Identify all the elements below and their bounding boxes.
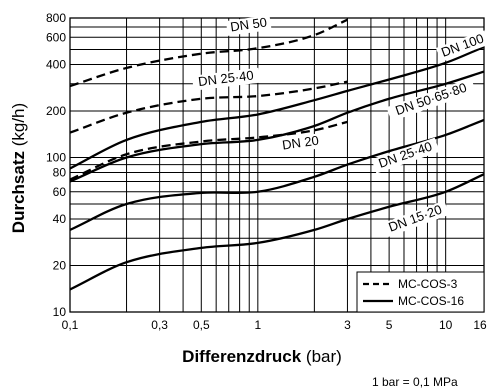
curve-label: DN 50·65·80 [393, 80, 468, 118]
curves [69, 18, 485, 291]
y-axis-label: Durchsatz (kg/h) [9, 103, 28, 233]
curve-label-group: DN 25·40 [191, 67, 261, 91]
y-tick-label: 60 [53, 185, 67, 199]
curve-label: DN 20 [281, 133, 320, 153]
curve-solid-dn-15-20 [69, 173, 485, 291]
curve-label-halo [435, 30, 490, 63]
curve-dashed-dn-25-40 [69, 80, 348, 134]
x-axis-label-unit: (bar) [301, 347, 342, 366]
x-tick-label: 0,3 [151, 318, 168, 332]
legend-box [356, 271, 485, 313]
y-axis-label-bold: Durchsatz [9, 151, 28, 233]
curve-solid-dn-50-65-80 [69, 70, 485, 183]
y-tick-label: 200 [46, 104, 66, 118]
curve-label: DN 25·40 [376, 138, 433, 170]
curve-label: DN 15·20 [386, 202, 443, 235]
x-tick-label: 16 [473, 318, 487, 332]
curve-label-halo [371, 137, 440, 174]
y-tick-label: 100 [46, 151, 66, 165]
grid-lines [69, 17, 485, 313]
curve-dashed-dn-50 [69, 18, 348, 88]
plot-frame [69, 17, 485, 313]
footnote: 1 bar = 0,1 MPa [372, 375, 458, 389]
curve-label-group: DN 50 [225, 14, 272, 36]
curve-label-group: DN 25·40 [371, 137, 440, 174]
curve-label: DN 25·40 [197, 67, 254, 89]
curve-label-halo [386, 78, 477, 122]
y-tick-label: 600 [46, 30, 66, 44]
curve-label-halo [225, 14, 272, 36]
curve-label-halo [381, 200, 450, 238]
x-axis-label: Differenzdruck (bar) [182, 347, 342, 366]
curve-label-halo [191, 67, 261, 91]
curve-dashed-dn-20 [69, 120, 348, 181]
y-tick-label: 10 [53, 305, 67, 319]
x-tick-label: 3 [344, 318, 351, 332]
y-tick-label: 20 [53, 258, 67, 272]
y-tick-label: 80 [53, 165, 67, 179]
x-tick-label: 0,5 [193, 318, 210, 332]
legend-label: MC-COS-16 [398, 294, 464, 308]
legend: MC-COS-3 MC-COS-16 [356, 271, 485, 313]
curve-label-group: DN 20 [277, 133, 324, 155]
x-tick-label: 1 [254, 318, 261, 332]
y-tick-label: 800 [46, 11, 66, 25]
curve-label-halo [277, 133, 324, 155]
legend-label: MC-COS-3 [398, 277, 458, 291]
curve-solid-dn-100 [69, 45, 485, 170]
y-tick-label: 400 [46, 58, 66, 72]
y-tick-label: 40 [53, 212, 67, 226]
x-axis-label-bold: Differenzdruck [182, 347, 302, 366]
curve-label: DN 50 [229, 14, 268, 34]
x-tick-label: 10 [439, 318, 453, 332]
x-tick-label: 5 [386, 318, 393, 332]
x-tick-label: 0,1 [62, 318, 79, 332]
y-axis-label-unit: (kg/h) [9, 103, 28, 151]
